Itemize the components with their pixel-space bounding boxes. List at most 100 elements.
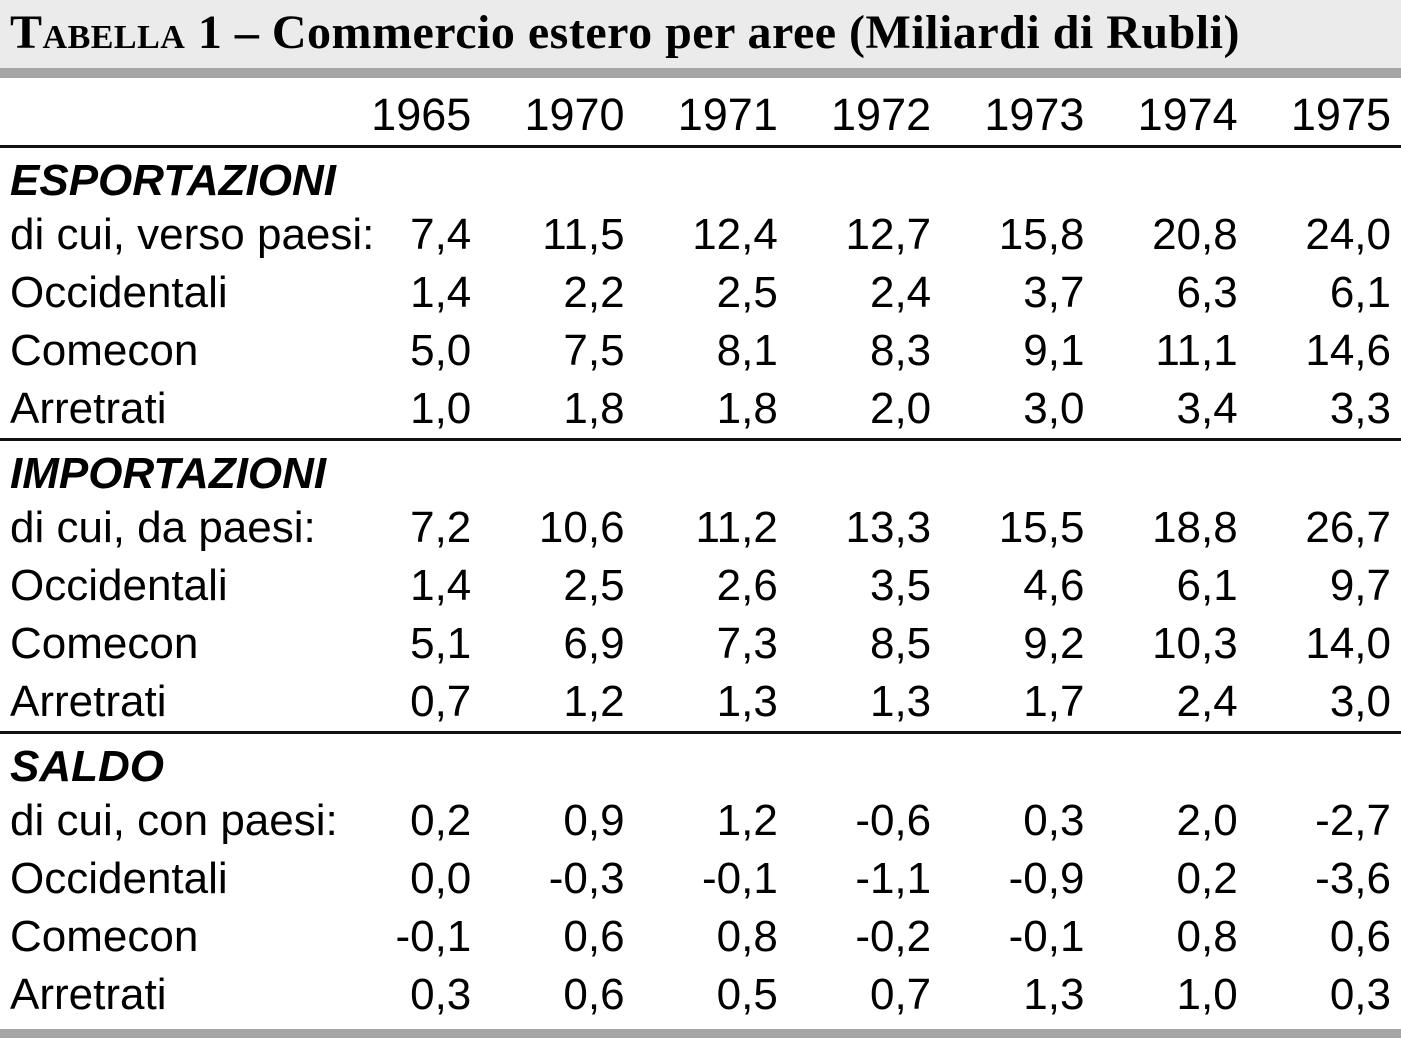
value-cell: 0,6 (563, 970, 625, 1019)
section-heading-row: IMPORTAZIONI (0, 449, 1401, 499)
value-cell: 1,8 (563, 384, 625, 433)
section-heading-row: ESPORTAZIONI (0, 156, 1401, 206)
year-column-header: 1971 (677, 89, 778, 140)
row-label: Comecon (10, 326, 199, 375)
value-cell: 1,2 (563, 677, 625, 726)
value-cell: 9,1 (1023, 326, 1085, 375)
value-cell: -0,6 (855, 796, 932, 845)
value-cell: 2,6 (716, 561, 778, 610)
section-heading: ESPORTAZIONI (10, 156, 336, 205)
value-cell: 2,4 (869, 268, 932, 317)
value-cell: 0,8 (716, 912, 778, 961)
value-cell: -0,2 (855, 912, 932, 961)
value-cell: 11,5 (542, 210, 625, 259)
table-title-bar: Tabella 1 – Commercio estero per aree (M… (0, 0, 1401, 68)
value-cell: 1,7 (1023, 677, 1085, 726)
year-column-header: 1972 (831, 89, 932, 140)
section-esportazioni: ESPORTAZIONI di cui, verso paesi: 7,4 11,5 1… (0, 148, 1401, 438)
table-row: di cui, con paesi: 0,2 0,9 1,2 -0,6 0,3 2,0 -2,… (0, 792, 1401, 850)
value-cell: 1,4 (410, 268, 472, 317)
value-cell: 6,9 (563, 619, 625, 668)
table-row: Comecon -0,1 0,6 0,8 -0,2 -0,1 0,8 0,6 (0, 908, 1401, 966)
value-cell: 0,3 (410, 970, 472, 1019)
value-cell: 11,1 (1155, 326, 1238, 375)
value-cell: 6,1 (1176, 561, 1238, 610)
value-cell: 8,1 (716, 326, 778, 375)
value-cell: 0,0 (410, 854, 472, 903)
value-cell: -0,3 (548, 854, 625, 903)
value-cell: 3,4 (1176, 384, 1238, 433)
row-label: Arretrati (10, 384, 167, 433)
value-cell: 1,3 (716, 677, 778, 726)
table-row: Arretrati 0,3 0,6 0,5 0,7 1,3 1,0 0,3 (0, 966, 1401, 1024)
table-row: Arretrati 0,7 1,2 1,3 1,3 1,7 2,4 3,0 (0, 673, 1401, 731)
value-cell: 2,5 (563, 561, 625, 610)
table-title-label: Tabella (10, 5, 186, 59)
value-cell: 12,4 (692, 210, 778, 259)
value-cell: 5,1 (410, 619, 472, 668)
value-cell: 1,8 (716, 384, 778, 433)
year-column-header: 1965 (371, 89, 472, 140)
value-cell: 0,2 (1176, 854, 1238, 903)
value-cell: 0,5 (716, 970, 778, 1019)
value-cell: 0,8 (1176, 912, 1238, 961)
value-cell: 2,5 (716, 268, 778, 317)
value-cell: 0,2 (410, 796, 472, 845)
value-cell: 10,3 (1152, 619, 1238, 668)
value-cell: 3,7 (1023, 268, 1085, 317)
value-cell: 3,3 (1329, 384, 1391, 433)
value-cell: 0,3 (1023, 796, 1085, 845)
value-cell: 3,0 (1023, 384, 1085, 433)
value-cell: 15,8 (998, 210, 1085, 259)
value-cell: 9,2 (1023, 619, 1085, 668)
row-label: di cui, verso paesi: (10, 210, 375, 259)
value-cell: 14,0 (1305, 619, 1391, 668)
table-title: Tabella 1 – Commercio estero per aree (M… (10, 5, 1240, 60)
table-row: Comecon 5,1 6,9 7,3 8,5 9,2 10,3 14,0 (0, 615, 1401, 673)
year-column-header: 1970 (524, 89, 625, 140)
value-cell: 0,3 (1329, 970, 1391, 1019)
row-label: Comecon (10, 912, 199, 961)
table-title-text: 1 – Commercio estero per aree (Miliardi … (185, 5, 1240, 59)
value-cell: 18,8 (1152, 503, 1238, 552)
section-saldo: SALDO di cui, con paesi: 0,2 0,9 1,2 -0,6 0,3 2… (0, 731, 1401, 1024)
row-label: Arretrati (10, 970, 167, 1019)
row-label: Comecon (10, 619, 199, 668)
value-cell: 6,1 (1329, 268, 1391, 317)
value-cell: 1,0 (1176, 970, 1238, 1019)
value-cell: 9,7 (1329, 561, 1391, 610)
value-cell: 2,4 (1176, 677, 1238, 726)
value-cell: 3,5 (869, 561, 932, 610)
value-cell: 12,7 (845, 210, 932, 259)
value-cell: -0,9 (1008, 854, 1085, 903)
value-cell: 1,4 (410, 561, 472, 610)
section-heading-row: SALDO (0, 742, 1401, 792)
table-row: Occidentali 0,0 -0,3 -0,1 -1,1 -0,9 0,2 -3,6 (0, 850, 1401, 908)
value-cell: 7,2 (410, 503, 472, 552)
table-row: di cui, verso paesi: 7,4 11,5 12,4 12,7 15,8 2… (0, 206, 1401, 264)
value-cell: 2,0 (1176, 796, 1238, 845)
value-cell: 7,4 (410, 210, 472, 259)
value-cell: 15,5 (998, 503, 1085, 552)
row-label: di cui, da paesi: (10, 503, 316, 552)
value-cell: 0,7 (869, 970, 932, 1019)
value-cell: 0,9 (563, 796, 625, 845)
value-cell: 3,0 (1329, 677, 1391, 726)
value-cell: -3,6 (1315, 854, 1391, 903)
value-cell: 24,0 (1305, 210, 1391, 259)
row-label: di cui, con paesi: (10, 796, 338, 845)
value-cell: 0,6 (563, 912, 625, 961)
value-cell: 1,3 (869, 677, 932, 726)
value-cell: -1,1 (855, 854, 932, 903)
value-cell: 8,3 (869, 326, 932, 375)
value-cell: 0,7 (410, 677, 472, 726)
top-divider-bar (0, 68, 1401, 78)
value-cell: 26,7 (1305, 503, 1391, 552)
row-label: Occidentali (10, 561, 228, 610)
value-cell: 20,8 (1152, 210, 1238, 259)
table-row: di cui, da paesi: 7,2 10,6 11,2 13,3 15,5 18,8… (0, 499, 1401, 557)
value-cell: 2,0 (869, 384, 932, 433)
table-sections: ESPORTAZIONI di cui, verso paesi: 7,4 11,5 1… (0, 148, 1401, 1024)
value-cell: 8,5 (869, 619, 932, 668)
row-label: Occidentali (10, 268, 228, 317)
